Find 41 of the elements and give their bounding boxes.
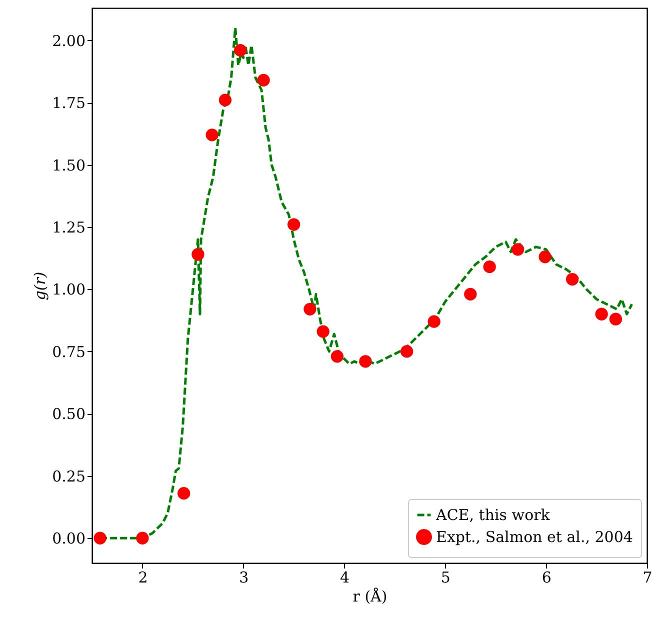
y-axis-title: g(r): [31, 272, 50, 300]
y-tick-label: 1.50: [52, 156, 86, 174]
x-axis-title: r (Å): [352, 588, 388, 606]
point: [330, 350, 344, 363]
point: [483, 260, 496, 274]
x-tick-label: 5: [440, 568, 450, 586]
point: [234, 44, 247, 57]
point: [304, 302, 316, 316]
x-tick-label: 3: [239, 568, 249, 586]
point: [94, 532, 106, 544]
point: [512, 243, 524, 256]
point: [192, 248, 204, 261]
point: [595, 308, 608, 320]
point: [287, 218, 300, 231]
point: [136, 532, 149, 544]
point: [206, 128, 218, 142]
y-tick-label: 2.00: [52, 32, 86, 50]
x-tick-label: 2: [138, 568, 148, 586]
y-tick-label: 0.50: [52, 405, 86, 424]
y-tick-label: 1.00: [52, 280, 86, 299]
y-tick-label: 1.25: [52, 218, 86, 237]
y-tick-label: 1.75: [52, 94, 86, 112]
point: [400, 345, 414, 358]
point: [257, 74, 270, 86]
point: [566, 272, 579, 286]
point: [609, 312, 622, 326]
point: [178, 487, 190, 500]
point: [359, 355, 372, 368]
y-tick-label: 0.75: [52, 342, 86, 361]
y-tick-label: 0.25: [52, 467, 86, 486]
x-tick-label: 4: [340, 568, 350, 586]
point: [538, 250, 552, 264]
point: [428, 315, 440, 328]
x-tick-label: 6: [542, 568, 552, 586]
x-tick-label: 7: [642, 568, 652, 586]
y-tick-label: 0.00: [52, 530, 86, 548]
legend-label: Expt., Salmon et al., 2004: [436, 528, 633, 546]
point: [218, 94, 232, 106]
point: [316, 325, 330, 338]
legend-label: ACE, this work: [435, 506, 551, 524]
point: [464, 288, 477, 301]
